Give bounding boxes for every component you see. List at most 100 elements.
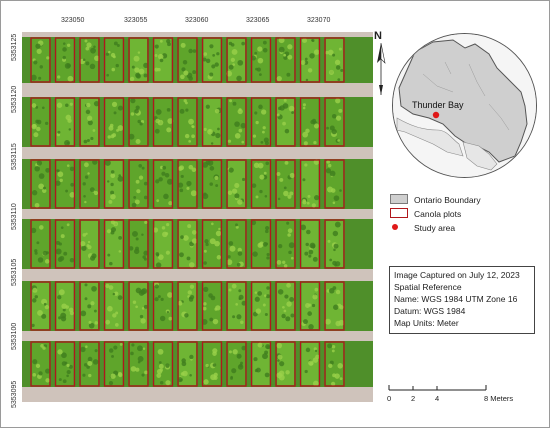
crop-speckle — [237, 251, 243, 256]
crop-speckle — [58, 242, 62, 246]
crop-speckle — [188, 118, 194, 125]
crop-speckle — [229, 245, 236, 252]
canola-plot — [103, 341, 125, 387]
crop-speckle — [65, 305, 70, 309]
crop-speckle — [254, 51, 258, 55]
crop-speckle — [133, 248, 140, 255]
crop-speckle — [87, 120, 93, 126]
canola-plot — [177, 219, 198, 269]
crop-speckle — [45, 378, 50, 383]
crop-speckle — [163, 193, 169, 200]
crop-speckle — [290, 256, 294, 260]
crop-speckle — [58, 289, 65, 296]
crop-speckle — [205, 363, 209, 368]
crop-speckle — [287, 54, 293, 60]
crop-speckle — [232, 63, 235, 66]
crop-speckle — [177, 300, 183, 306]
canola-plot — [128, 341, 149, 387]
crop-speckle — [189, 284, 195, 289]
crop-speckle — [105, 52, 110, 56]
crop-speckle — [177, 376, 183, 383]
crop-speckle — [108, 50, 111, 54]
crop-speckle — [329, 170, 336, 177]
canola-plot — [201, 159, 223, 209]
crop-speckle — [217, 127, 220, 131]
crop-speckle — [38, 76, 42, 80]
canola-plot — [226, 219, 247, 269]
crop-speckle — [57, 130, 61, 134]
legend-canola-label: Canola plots — [414, 209, 462, 219]
crop-speckle — [315, 354, 320, 360]
canola-plot — [250, 97, 272, 147]
crop-speckle — [86, 139, 90, 143]
crop-speckle — [256, 67, 261, 72]
crop-speckle — [282, 305, 285, 309]
crop-speckle — [237, 59, 244, 66]
crop-speckle — [84, 297, 88, 301]
crop-speckle — [183, 99, 187, 103]
crop-speckle — [179, 252, 184, 258]
canola-plot — [250, 37, 272, 83]
crop-speckle — [328, 288, 335, 294]
crop-speckle — [184, 133, 190, 139]
crop-speckle — [234, 132, 241, 139]
crop-speckle — [308, 324, 314, 330]
crop-speckle — [157, 53, 164, 60]
crop-speckle — [67, 118, 72, 123]
crop-speckle — [39, 225, 44, 230]
crop-canopy — [130, 161, 147, 207]
crop-speckle — [259, 189, 263, 194]
legend-ontario-label: Ontario Boundary — [414, 195, 481, 205]
crop-speckle — [212, 54, 216, 57]
crop-speckle — [311, 303, 316, 308]
crop-speckle — [166, 223, 170, 227]
north-arrow-icon — [377, 42, 386, 95]
canola-plot — [275, 97, 296, 147]
crop-speckle — [257, 342, 263, 348]
crop-speckle — [114, 323, 119, 327]
canola-plot — [201, 219, 223, 269]
crop-speckle — [242, 177, 246, 181]
crop-speckle — [93, 309, 97, 313]
crop-speckle — [182, 235, 189, 241]
crop-speckle — [305, 303, 310, 308]
canola-plot — [275, 341, 296, 387]
crop-speckle — [165, 363, 170, 368]
crop-speckle — [237, 247, 242, 253]
crop-speckle — [283, 55, 288, 60]
crop-speckle — [265, 242, 269, 246]
crop-speckle — [310, 119, 315, 125]
crop-speckle — [137, 51, 141, 54]
crop-speckle — [234, 193, 240, 199]
crop-speckle — [307, 311, 313, 316]
crop-speckle — [159, 39, 163, 43]
crop-speckle — [302, 103, 307, 107]
crop-speckle — [254, 368, 259, 373]
crop-speckle — [236, 314, 242, 320]
crop-speckle — [141, 233, 144, 236]
crop-speckle — [164, 172, 170, 178]
crop-speckle — [261, 109, 267, 115]
crop-speckle — [257, 291, 263, 296]
crop-speckle — [58, 378, 62, 382]
y-coord-label: 5353100 — [11, 322, 18, 350]
crop-speckle — [35, 363, 41, 369]
crop-speckle — [186, 256, 191, 261]
crop-speckle — [88, 373, 92, 378]
crop-speckle — [257, 57, 264, 64]
crop-speckle — [212, 318, 219, 325]
canola-plot — [152, 341, 174, 387]
crop-speckle — [231, 49, 238, 55]
canola-plot — [128, 219, 149, 269]
crop-speckle — [168, 316, 173, 321]
crop-speckle — [38, 183, 45, 190]
crop-canopy — [154, 283, 172, 329]
crop-speckle — [160, 297, 164, 301]
crop-speckle — [265, 294, 270, 299]
canola-plot — [128, 281, 149, 331]
crop-speckle — [179, 188, 184, 193]
crop-speckle — [308, 249, 314, 255]
crop-speckle — [130, 112, 135, 116]
crop-speckle — [110, 220, 115, 225]
crop-speckle — [281, 313, 286, 319]
